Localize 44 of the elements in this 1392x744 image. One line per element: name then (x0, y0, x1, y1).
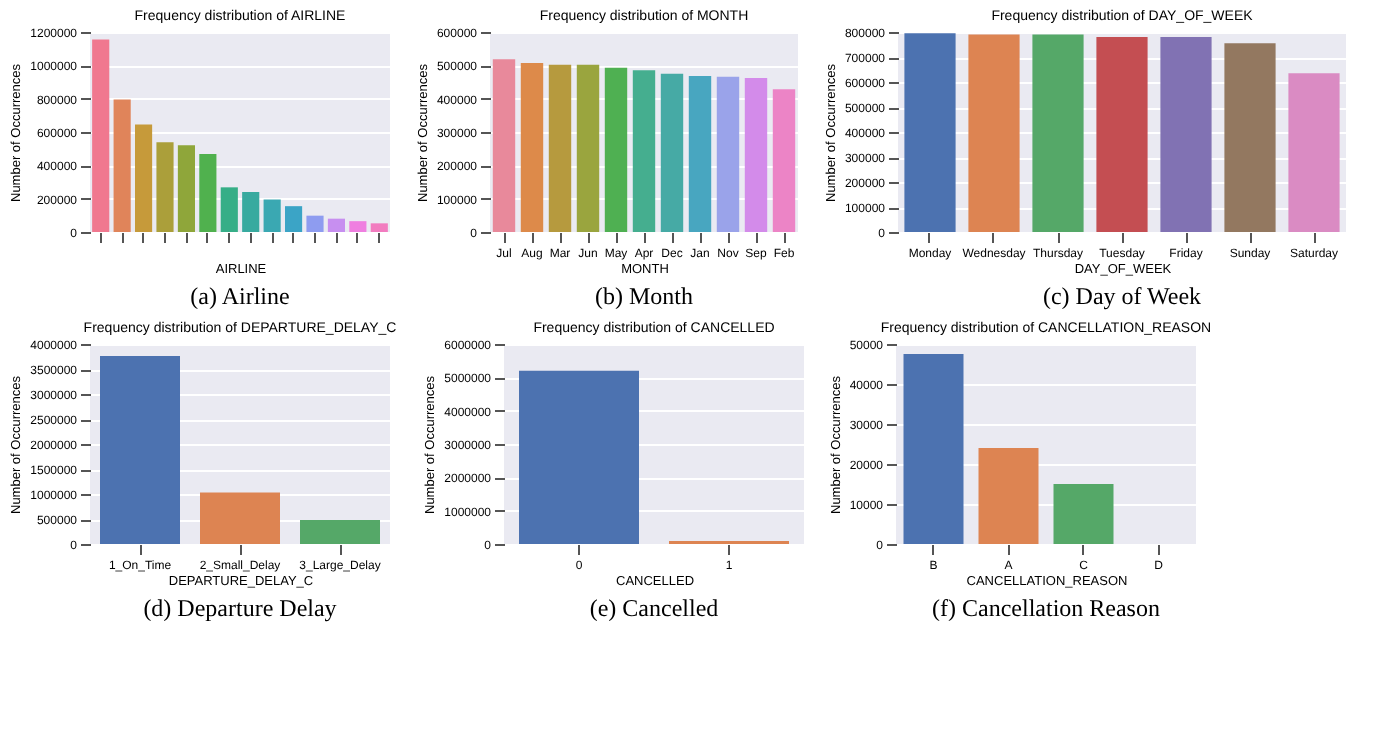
bar (135, 124, 153, 232)
text: (f) Cancellation Reason (932, 594, 1160, 622)
bar (1096, 37, 1148, 232)
bar (263, 199, 281, 232)
bar (370, 223, 388, 232)
bar (300, 520, 380, 544)
bar (220, 187, 238, 232)
bar (968, 34, 1020, 232)
bar (285, 206, 303, 232)
bar (688, 76, 712, 232)
text: (e) Cancelled (589, 594, 719, 622)
bar (1288, 73, 1340, 232)
bar (1053, 484, 1114, 544)
bar (632, 70, 656, 232)
bar (242, 192, 260, 232)
bar (100, 356, 180, 544)
bar (660, 73, 684, 232)
bar (744, 78, 768, 232)
text: (b) Month (595, 282, 693, 310)
bar (492, 59, 516, 232)
bar (177, 145, 195, 232)
bar (548, 64, 572, 232)
bar (576, 64, 600, 232)
bar (772, 89, 796, 232)
bar (156, 142, 174, 232)
bar (903, 354, 964, 544)
bar (349, 221, 367, 232)
bar (92, 39, 110, 232)
bar (1160, 37, 1212, 232)
bar (520, 63, 544, 232)
bar (327, 218, 345, 232)
bar (306, 215, 324, 232)
bar (1224, 43, 1276, 232)
text: (a) Airline (190, 282, 290, 310)
bar (904, 33, 956, 232)
bar (716, 76, 740, 232)
bar (113, 99, 131, 232)
bar (199, 154, 217, 232)
bar (200, 492, 280, 544)
bar (1032, 34, 1084, 232)
text: (c) Day of Week (1042, 282, 1202, 310)
bar (604, 67, 628, 232)
bar (978, 448, 1039, 544)
text: (d) Departure Delay (143, 594, 337, 622)
